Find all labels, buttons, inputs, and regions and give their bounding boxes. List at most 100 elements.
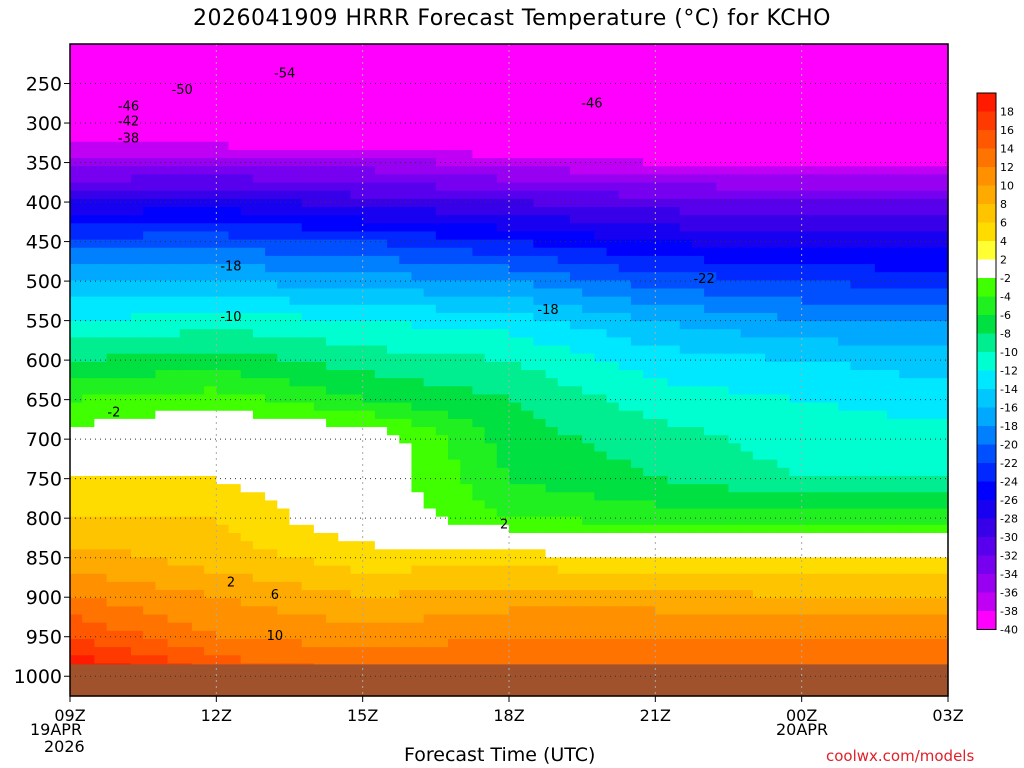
heatmap-cell [557, 215, 571, 224]
heatmap-cell [557, 174, 571, 184]
heatmap-cell [484, 337, 498, 347]
heatmap-cell [277, 84, 291, 94]
heatmap-cell [374, 190, 388, 200]
heatmap-cell [496, 541, 510, 550]
heatmap-cell [179, 565, 193, 575]
heatmap-cell [313, 280, 327, 290]
heatmap-cell [179, 533, 193, 542]
heatmap-cell [496, 198, 510, 208]
heatmap-cell [569, 590, 583, 599]
heatmap-cell [716, 312, 730, 322]
heatmap-cell [106, 533, 120, 542]
heatmap-cell [789, 312, 803, 322]
heatmap-cell [167, 215, 181, 224]
heatmap-cell [813, 264, 827, 273]
heatmap-cell [813, 467, 827, 477]
heatmap-cell [411, 524, 425, 534]
heatmap-cell [411, 622, 425, 632]
heatmap-cell [313, 500, 327, 510]
heatmap-cell [569, 288, 583, 298]
heatmap-cell [179, 614, 193, 624]
heatmap-cell [423, 76, 437, 86]
heatmap-cell [716, 198, 730, 208]
heatmap-cell [521, 60, 534, 70]
heatmap-cell [374, 353, 388, 363]
heatmap-cell [777, 386, 791, 396]
heatmap-cell [582, 451, 595, 461]
heatmap-cell [362, 190, 376, 200]
heatmap-cell [374, 581, 388, 591]
heatmap-cell [679, 606, 693, 616]
heatmap-cell [630, 459, 644, 469]
heatmap-cell [179, 647, 193, 656]
heatmap-cell [716, 44, 730, 53]
heatmap-cell [594, 337, 608, 347]
heatmap-cell [630, 484, 644, 493]
heatmap-cell [228, 239, 242, 249]
heatmap-cell [509, 533, 522, 542]
heatmap-cell [289, 508, 303, 518]
heatmap-cell [801, 443, 815, 453]
heatmap-cell [545, 272, 559, 281]
heatmap-cell [484, 304, 498, 314]
heatmap-cell [618, 492, 632, 501]
heatmap-cell [204, 207, 217, 216]
heatmap-cell [533, 647, 547, 656]
heatmap-cell [618, 125, 632, 135]
heatmap-cell [252, 329, 266, 338]
heatmap-cell [155, 386, 169, 396]
heatmap-cell [423, 459, 437, 469]
heatmap-cell [216, 492, 230, 501]
heatmap-cell [167, 386, 181, 396]
heatmap-cell [691, 329, 705, 338]
heatmap-cell [801, 541, 815, 550]
heatmap-cell [704, 565, 717, 575]
heatmap-cell [350, 500, 364, 510]
heatmap-cell [374, 492, 388, 501]
heatmap-cell [582, 337, 595, 347]
heatmap-cell [813, 655, 827, 664]
heatmap-cell [484, 614, 498, 624]
heatmap-cell [143, 321, 156, 330]
heatmap-cell [789, 549, 803, 559]
heatmap-cell [289, 394, 303, 404]
heatmap-cell [435, 296, 449, 306]
heatmap-cell [167, 264, 181, 273]
heatmap-cell [777, 215, 791, 224]
heatmap-cell [728, 182, 742, 192]
heatmap-cell [277, 198, 291, 208]
heatmap-cell [801, 638, 815, 648]
heatmap-cell [179, 92, 193, 102]
heatmap-cell [411, 329, 425, 338]
heatmap-cell [130, 174, 144, 184]
heatmap-cell [70, 174, 83, 184]
heatmap-cell [350, 410, 364, 420]
heatmap-cell [350, 207, 364, 216]
heatmap-cell [521, 321, 534, 330]
heatmap-cell [533, 158, 547, 167]
heatmap-cell [826, 76, 839, 86]
heatmap-cell [765, 264, 778, 273]
heatmap-cell [228, 207, 242, 216]
heatmap-cell [301, 410, 315, 420]
heatmap-cell [143, 565, 156, 575]
heatmap-cell [801, 231, 815, 241]
heatmap-cell [801, 215, 815, 224]
heatmap-cell [326, 516, 339, 526]
heatmap-cell [252, 247, 266, 257]
heatmap-cell [582, 492, 595, 501]
heatmap-cell [70, 329, 83, 338]
heatmap-cell [679, 435, 693, 444]
heatmap-cell [204, 467, 217, 477]
heatmap-cell [350, 182, 364, 192]
heatmap-cell [826, 101, 839, 110]
heatmap-cell [813, 280, 827, 290]
heatmap-cell [521, 524, 534, 534]
heatmap-cell [777, 508, 791, 518]
heatmap-cell [106, 622, 120, 632]
heatmap-cell [643, 52, 656, 61]
heatmap-cell [143, 231, 156, 241]
heatmap-cell [496, 60, 510, 70]
heatmap-cell [594, 92, 608, 102]
heatmap-cell [374, 182, 388, 192]
